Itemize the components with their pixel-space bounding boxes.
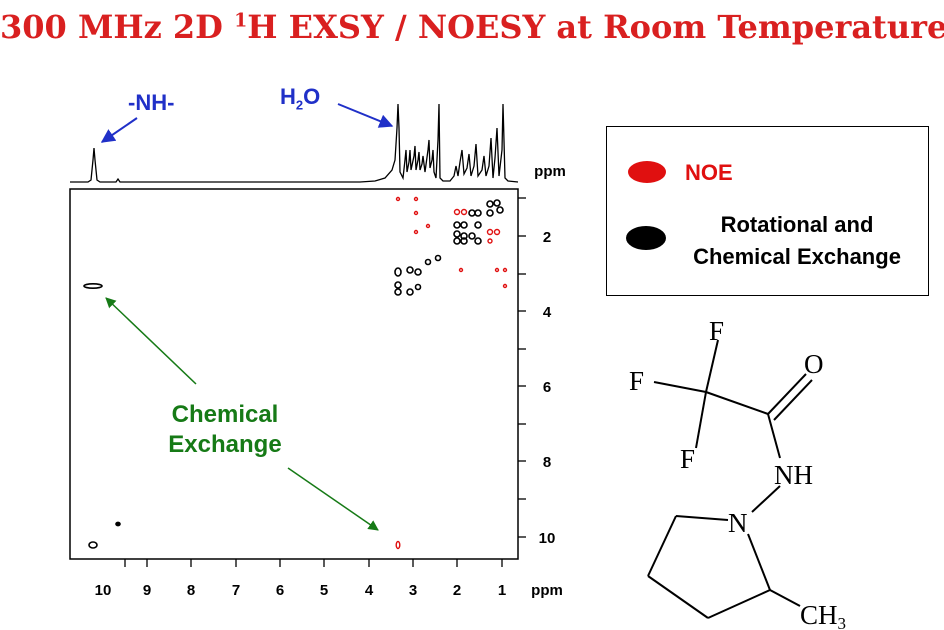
top-axis-unit: ppm <box>534 163 566 180</box>
projection-trace <box>70 103 519 183</box>
x-tick-label: 10 <box>95 582 112 599</box>
x-axis: 10 9 8 7 6 5 4 3 2 1 ppm <box>95 559 563 599</box>
plot-frame <box>69 188 519 560</box>
fluorine-top: F <box>709 316 724 346</box>
exchange-peaks <box>83 199 504 549</box>
molecule-structure: F F F O NH N CH3 <box>629 316 846 630</box>
y-axis: 2 4 6 8 10 ppm <box>518 163 566 547</box>
nh-label: -NH- <box>128 90 175 115</box>
chemical-exchange-label: Chemical Exchange <box>168 401 282 458</box>
x-tick-label: 6 <box>276 582 284 599</box>
exchange-arrow-up <box>105 297 197 385</box>
x-tick-label: 2 <box>453 582 461 599</box>
nh-group: NH <box>774 460 813 490</box>
x-tick-label: 7 <box>232 582 240 599</box>
water-label: H2O <box>280 84 321 113</box>
exchange-label: Rotational and Chemical Exchange <box>693 212 901 269</box>
x-tick-label: 5 <box>320 582 328 599</box>
methyl-group: CH3 <box>800 600 846 630</box>
x-tick-label: 1 <box>498 582 506 599</box>
noe-label: NOE <box>685 160 733 185</box>
y-tick-label: 10 <box>539 530 556 547</box>
noe-marker <box>628 161 666 183</box>
water-arrow <box>337 103 394 128</box>
y-tick-label: 2 <box>543 229 551 246</box>
page-title: 300 MHz 2D 1H EXSY / NOESY at Room Tempe… <box>0 8 944 46</box>
oxygen-atom: O <box>804 349 824 379</box>
fluorine-left: F <box>629 366 644 396</box>
x-tick-label: 3 <box>409 582 417 599</box>
y-tick-label: 6 <box>543 379 551 396</box>
exchange-marker <box>626 226 666 250</box>
x-axis-unit: ppm <box>531 582 563 599</box>
ring-nitrogen: N <box>728 508 748 538</box>
fluorine-bottom: F <box>680 444 695 474</box>
legend: NOE Rotational and Chemical Exchange <box>606 126 929 296</box>
y-tick-label: 8 <box>543 454 551 471</box>
y-tick-label: 4 <box>543 304 552 321</box>
x-tick-label: 4 <box>365 582 374 599</box>
x-tick-label: 9 <box>143 582 151 599</box>
exchange-arrow-down <box>287 467 379 531</box>
nh-arrow <box>100 117 138 143</box>
x-tick-label: 8 <box>187 582 195 599</box>
noe-peaks <box>395 196 508 550</box>
